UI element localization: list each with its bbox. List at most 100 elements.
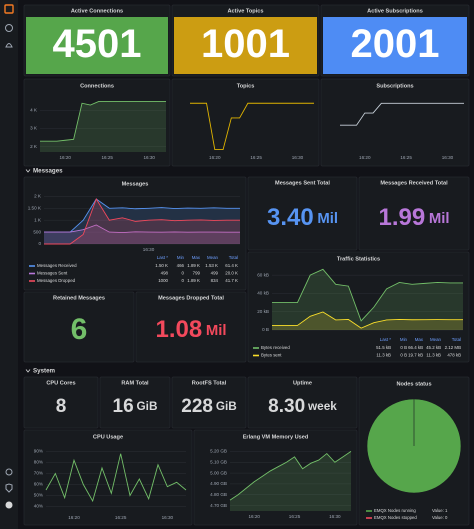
legend-value: 66.4 kB xyxy=(408,345,423,350)
user-avatar[interactable] xyxy=(5,501,13,509)
panel xyxy=(247,176,358,251)
series-area xyxy=(44,199,240,244)
legend-value: 2.12 MB xyxy=(445,345,461,350)
y-tick-label: 60% xyxy=(34,482,43,487)
panel xyxy=(171,78,320,167)
legend-column-header: Min xyxy=(177,255,185,260)
legend-value: 1000 xyxy=(158,278,168,283)
alert-icon[interactable] xyxy=(5,43,13,48)
stat-unit: GiB xyxy=(137,400,158,413)
series-area xyxy=(40,101,166,152)
logo[interactable] xyxy=(4,4,14,14)
y-tick-label: 5.00 GB xyxy=(210,470,227,475)
panel-title: Topics xyxy=(237,83,255,89)
stat-number: 2001 xyxy=(351,22,440,66)
legend-label: Messages Received xyxy=(37,263,77,268)
panel xyxy=(247,251,470,363)
stat-unit: Mil xyxy=(206,323,227,339)
y-tick-label: 0 xyxy=(38,241,41,246)
stat-value: 6 xyxy=(71,313,88,346)
y-tick-label: 5.20 GB xyxy=(210,449,227,454)
stat-number: 3.40 xyxy=(267,204,314,231)
legend-swatch xyxy=(366,517,372,519)
stat-unit: GiB xyxy=(216,400,237,413)
legend-value: 11.3 kB xyxy=(376,353,391,358)
legend-value: 499 xyxy=(211,271,219,276)
legend-column-header: Max xyxy=(415,337,424,342)
legend-value: 834 xyxy=(211,278,219,283)
y-tick-label: 80% xyxy=(34,460,43,465)
y-tick-label: 90% xyxy=(34,449,43,454)
legend-value: 0 xyxy=(182,278,185,283)
y-tick-label: 4.90 GB xyxy=(210,481,227,486)
legend-column-header: Mean xyxy=(430,337,442,342)
stat-unit: week xyxy=(307,400,337,413)
stat-value: 8 xyxy=(56,396,67,417)
panel-title: Messages Sent Total xyxy=(275,180,330,186)
y-tick-label: 40% xyxy=(34,504,43,509)
series-line xyxy=(340,102,464,126)
x-tick-label: 16:30 xyxy=(143,155,155,160)
panel-title: Retained Messages xyxy=(53,295,105,301)
x-tick-label: 16:30 xyxy=(442,155,454,160)
legend-column-header: Total xyxy=(452,337,461,342)
sidebar xyxy=(0,0,18,529)
y-tick-label: 1.50 K xyxy=(28,206,42,211)
panel xyxy=(247,376,358,429)
series-line xyxy=(190,102,314,151)
legend-label: Bytes received xyxy=(261,345,290,350)
x-tick-label: 16:30 xyxy=(292,155,304,160)
series-area xyxy=(44,199,240,244)
stat-background xyxy=(323,17,467,74)
x-tick-label: 16:25 xyxy=(115,515,127,520)
series-line xyxy=(45,453,187,503)
legend-swatch xyxy=(29,280,35,282)
x-tick-label: 16:25 xyxy=(400,155,412,160)
legend-value: Value: 1 xyxy=(432,508,448,513)
shield-icon[interactable] xyxy=(5,483,13,493)
y-tick-label: 60 kB xyxy=(257,272,269,277)
stat-number: 1.08 xyxy=(156,316,203,343)
panel-title: Messages Dropped Total xyxy=(158,295,224,301)
panel-title: Messages xyxy=(122,181,149,187)
stat-value: 16 GiB xyxy=(113,396,158,417)
legend-value: 11.3 kB xyxy=(426,353,441,358)
panel xyxy=(193,429,358,526)
panel-title: Nodes status xyxy=(396,381,431,387)
stat-value: 8.30 week xyxy=(268,396,337,417)
y-tick-label: 3 K xyxy=(30,126,38,131)
stat-background xyxy=(174,17,317,74)
legend-value: 1.89 K xyxy=(187,278,200,283)
x-tick-label: 16:20 xyxy=(248,514,260,519)
series-line xyxy=(272,268,463,322)
y-tick-label: 5.10 GB xyxy=(210,459,227,464)
stat-number: 1001 xyxy=(201,22,290,66)
stat-number: 16 xyxy=(113,396,134,417)
stat-background xyxy=(26,17,168,74)
panel-title: CPU Cores xyxy=(46,380,75,386)
legend-swatch xyxy=(29,272,35,275)
series-line xyxy=(229,451,352,501)
legend-value: 466 xyxy=(177,263,185,268)
row-title: System xyxy=(33,368,56,375)
y-tick-label: 40 kB xyxy=(257,291,269,296)
panel-title: Active Connections xyxy=(71,8,123,14)
legend-value: 0 xyxy=(182,271,185,276)
settings-icon[interactable] xyxy=(5,468,13,476)
explore-icon[interactable] xyxy=(5,24,13,32)
stat-unit: Mil xyxy=(317,211,338,227)
legend-column-header: Min xyxy=(400,337,408,342)
panel xyxy=(358,176,470,251)
stat-value: 1.99 Mil xyxy=(379,204,450,231)
panel xyxy=(23,376,99,429)
legend-value: 478 kB xyxy=(447,353,461,358)
y-tick-label: 4.70 GB xyxy=(210,503,227,508)
series-line xyxy=(272,311,463,329)
series-area xyxy=(44,224,240,244)
panel-title: RootFS Total xyxy=(192,380,227,386)
legend-label: Bytes sent xyxy=(261,353,282,358)
y-tick-label: 20 kB xyxy=(257,309,269,314)
series-line xyxy=(44,197,240,245)
legend-value: 799 xyxy=(193,271,201,276)
